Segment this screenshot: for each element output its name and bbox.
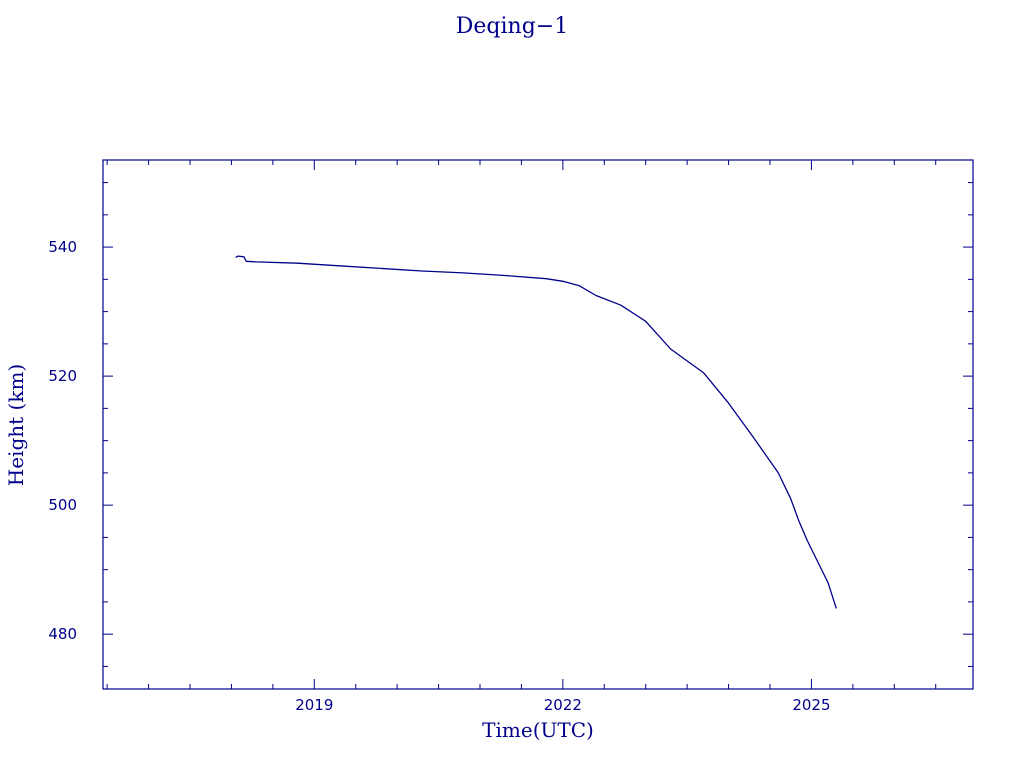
y-axis-label: Height (km) bbox=[4, 363, 28, 487]
series-layer bbox=[235, 255, 837, 609]
x-tick-label: 2019 bbox=[295, 696, 333, 714]
y-tick-label: 500 bbox=[48, 496, 77, 514]
y-tick-label: 540 bbox=[48, 238, 77, 256]
y-axis-ticks: 480 500 520 540 bbox=[48, 182, 973, 667]
x-tick-label: 2022 bbox=[544, 696, 582, 714]
y-tick-label: 480 bbox=[48, 625, 77, 643]
x-axis-label: Time(UTC) bbox=[482, 718, 594, 742]
chart-title: Deqing−1 bbox=[455, 14, 569, 39]
x-axis-ticks: 2019 2022 2025 bbox=[106, 160, 937, 714]
series-line bbox=[235, 255, 837, 609]
plot-frame bbox=[102, 159, 974, 690]
y-tick-label: 520 bbox=[48, 367, 77, 385]
x-tick-label: 2025 bbox=[792, 696, 830, 714]
